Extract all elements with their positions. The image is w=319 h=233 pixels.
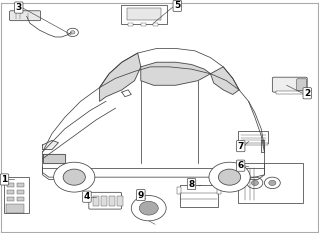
Bar: [127, 8, 161, 20]
Circle shape: [139, 201, 158, 215]
Circle shape: [219, 169, 241, 185]
Polygon shape: [100, 53, 141, 101]
Circle shape: [247, 177, 263, 189]
Bar: [217, 188, 221, 194]
Text: 3: 3: [16, 3, 22, 12]
Text: 1: 1: [1, 175, 8, 184]
FancyBboxPatch shape: [121, 6, 167, 24]
FancyBboxPatch shape: [180, 185, 218, 208]
Bar: [177, 188, 181, 194]
Bar: [109, 195, 115, 206]
Circle shape: [70, 31, 75, 34]
Polygon shape: [211, 67, 239, 94]
Text: 5: 5: [174, 1, 180, 10]
Bar: [93, 195, 99, 206]
FancyBboxPatch shape: [4, 177, 29, 213]
Circle shape: [269, 180, 276, 185]
Polygon shape: [42, 140, 58, 150]
FancyBboxPatch shape: [238, 163, 303, 203]
Polygon shape: [141, 62, 211, 85]
Bar: [17, 183, 24, 188]
Text: 9: 9: [137, 191, 144, 200]
FancyBboxPatch shape: [10, 11, 41, 21]
Text: 2: 2: [304, 89, 310, 98]
Bar: [7, 197, 14, 201]
FancyBboxPatch shape: [272, 77, 307, 92]
Circle shape: [131, 195, 166, 221]
Circle shape: [67, 28, 78, 37]
Bar: [7, 183, 14, 188]
Bar: [17, 190, 24, 194]
Circle shape: [54, 162, 95, 192]
Bar: [153, 23, 158, 26]
Text: 7: 7: [237, 142, 244, 151]
Bar: [7, 190, 14, 194]
FancyBboxPatch shape: [89, 192, 122, 209]
Circle shape: [251, 180, 258, 185]
FancyBboxPatch shape: [238, 131, 268, 143]
Bar: [6, 204, 24, 213]
Bar: [117, 195, 123, 206]
Bar: [141, 23, 145, 26]
Text: 6: 6: [238, 161, 244, 170]
FancyBboxPatch shape: [297, 79, 307, 90]
Text: 8: 8: [189, 180, 195, 188]
Polygon shape: [261, 140, 264, 152]
Bar: [17, 197, 24, 201]
Bar: [101, 195, 107, 206]
Polygon shape: [42, 154, 65, 163]
Circle shape: [264, 177, 280, 189]
Bar: [276, 91, 304, 94]
Bar: [239, 143, 268, 145]
Circle shape: [63, 169, 85, 185]
Polygon shape: [42, 67, 264, 177]
Bar: [128, 23, 133, 26]
Text: 4: 4: [84, 192, 90, 201]
Circle shape: [209, 162, 250, 192]
